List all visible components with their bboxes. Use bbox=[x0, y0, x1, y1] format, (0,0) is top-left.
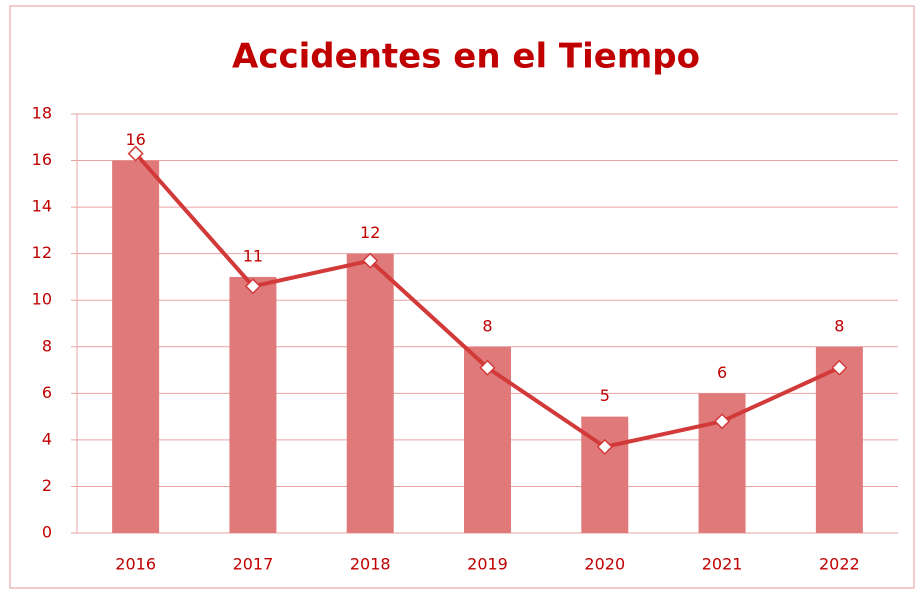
bar bbox=[112, 160, 160, 534]
y-tick-label: 8 bbox=[42, 336, 52, 355]
x-tick-label: 2016 bbox=[115, 555, 156, 574]
x-tick-label: 2022 bbox=[819, 555, 860, 574]
data-label: 8 bbox=[834, 316, 844, 335]
chart-title: Accidentes en el Tiempo bbox=[232, 37, 700, 77]
data-label: 5 bbox=[600, 386, 610, 405]
data-label: 6 bbox=[717, 363, 727, 382]
x-tick-label: 2017 bbox=[233, 555, 274, 574]
bar bbox=[229, 276, 277, 533]
data-label: 12 bbox=[360, 223, 380, 242]
line-marker bbox=[479, 359, 496, 376]
x-tick-label: 2019 bbox=[467, 555, 508, 574]
x-tick-label: 2020 bbox=[584, 555, 625, 574]
x-tick-label: 2021 bbox=[702, 555, 743, 574]
bar bbox=[346, 253, 394, 533]
x-tick-label: 2018 bbox=[350, 555, 391, 574]
data-label: 11 bbox=[243, 246, 263, 265]
y-tick-label: 0 bbox=[42, 523, 52, 542]
y-tick-label: 18 bbox=[32, 104, 52, 123]
y-tick-label: 10 bbox=[32, 290, 52, 309]
y-tick-label: 2 bbox=[42, 476, 52, 495]
line-marker bbox=[831, 359, 848, 376]
bar bbox=[815, 346, 863, 533]
line-marker bbox=[244, 278, 261, 295]
y-tick-label: 12 bbox=[32, 243, 52, 262]
line-marker bbox=[362, 252, 379, 269]
line-marker bbox=[127, 145, 144, 162]
line-marker bbox=[596, 438, 613, 455]
y-tick-label: 6 bbox=[42, 383, 52, 402]
y-tick-label: 14 bbox=[32, 197, 52, 216]
data-label: 16 bbox=[125, 130, 145, 149]
data-label: 8 bbox=[482, 316, 492, 335]
y-tick-label: 16 bbox=[32, 150, 52, 169]
chart-border bbox=[9, 5, 915, 589]
y-tick-label: 4 bbox=[42, 429, 52, 448]
line-marker bbox=[714, 413, 731, 430]
